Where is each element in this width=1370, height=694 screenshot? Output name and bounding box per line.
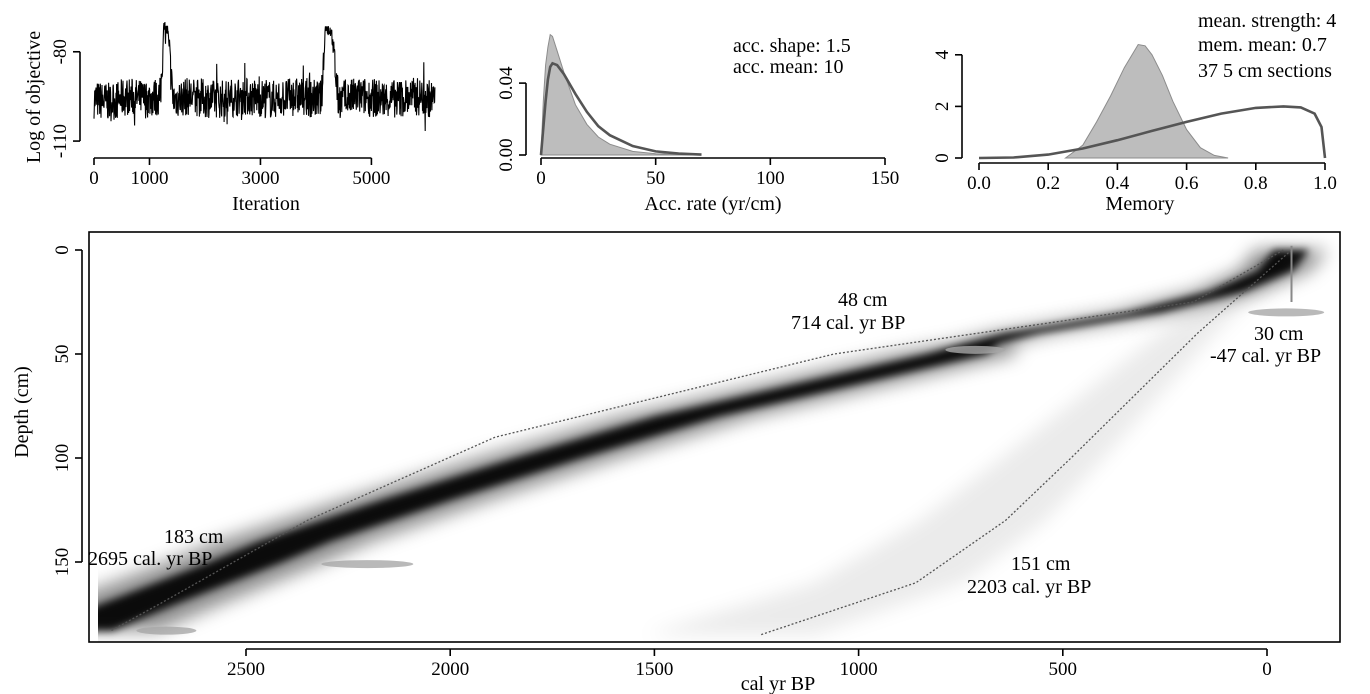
iteration-y-ticks: -80 -110: [50, 39, 81, 158]
memory-mean-annotation: mem. mean: 0.7: [1198, 34, 1327, 56]
acc-rate-x-label: Acc. rate (yr/cm): [644, 193, 781, 215]
mem-y-tick-label: 2: [932, 102, 953, 112]
acc-x-tick-label: 50: [646, 168, 665, 189]
iteration-y-label: Log of objective: [23, 31, 45, 163]
ad-x-tick-label: 2500: [227, 659, 265, 680]
memory-y-ticks: 0 2 4: [932, 50, 963, 163]
date-48-depth-label: 48 cm: [838, 289, 888, 311]
date-30-depth-label: 30 cm: [1254, 323, 1304, 345]
iteration-x-ticks: 0 1000 3000 5000: [89, 157, 390, 189]
ad-x-tick-label: 1500: [635, 659, 673, 680]
ad-plot-frame: [88, 231, 1341, 643]
iter-y-tick-label: -80: [50, 39, 71, 64]
date-151-depth-label: 151 cm: [1011, 553, 1071, 575]
dated-depth-marker: [1248, 308, 1325, 317]
memory-sections-annotation: 37 5 cm sections: [1198, 60, 1332, 82]
ad-y-tick-label: 100: [52, 444, 73, 473]
acc-rate-panel: 0 50 100 150 0.00 0.04 Acc. rate (yr/cm) acc…: [496, 33, 900, 215]
acc-rate-x-ticks: 0 50 100 150: [536, 157, 900, 189]
age-x-ticks: 2500 2000 1500 1000 500 0: [88, 231, 1341, 680]
mem-y-tick-label: 4: [932, 50, 953, 60]
memory-panel: 0.0 0.2 0.4 0.6 0.8 1.0 0 2 4 Memory mean. stre…: [932, 10, 1337, 215]
age-x-label: cal yr BP: [741, 673, 815, 694]
acc-y-tick-label: 0.04: [496, 66, 517, 100]
age-depth-panel: 2500 2000 1500 1000 500 0 0 50 100 150 cal yr BP…: [11, 231, 1341, 694]
acc-rate-prior-line: [539, 61, 702, 156]
acc-x-tick-label: 100: [756, 168, 785, 189]
date-151-age-label: 2203 cal. yr BP: [967, 576, 1091, 598]
age-depth-density-outer: [98, 250, 1328, 631]
mem-x-tick-label: 0.8: [1244, 173, 1268, 194]
date-183-age-label: 2695 cal. yr BP: [88, 548, 212, 570]
acc-shape-annotation: acc. shape: 1.5: [733, 35, 851, 57]
depth-y-ticks: 0 50 100 150: [52, 245, 83, 577]
mem-y-tick-label: 0: [932, 153, 953, 163]
date-30-age-label: -47 cal. yr BP: [1210, 345, 1321, 367]
iteration-x-label: Iteration: [232, 193, 300, 215]
ad-x-tick-label: 500: [1049, 659, 1078, 680]
iteration-trace-panel: 0 1000 3000 5000 -80 -110 Iteration Log of o…: [23, 21, 436, 215]
memory-posterior-area: [1063, 43, 1229, 159]
iteration-trace-line: [93, 21, 436, 132]
depth-y-label: Depth (cm): [11, 366, 33, 458]
acc-x-tick-label: 150: [871, 168, 900, 189]
ad-x-tick-label: 2000: [431, 659, 469, 680]
memory-strength-annotation: mean. strength: 4: [1198, 10, 1336, 32]
acc-y-tick-label: 0.00: [496, 138, 517, 171]
acc-x-tick-label: 0: [536, 168, 546, 189]
mem-x-tick-label: 0.0: [967, 173, 991, 194]
age-range-lower-line: [760, 249, 1292, 636]
ad-x-tick-label: 0: [1262, 659, 1272, 680]
iter-x-tick-label: 3000: [241, 168, 279, 189]
mem-x-tick-label: 0.2: [1036, 173, 1060, 194]
mem-x-tick-label: 0.6: [1175, 173, 1199, 194]
dated-depth-markers: [136, 245, 1325, 635]
mem-x-tick-label: 0.4: [1106, 173, 1130, 194]
memory-x-label: Memory: [1106, 193, 1175, 215]
memory-prior-line: [978, 105, 1327, 160]
iter-x-tick-label: 1000: [130, 168, 168, 189]
iter-y-tick-label: -110: [50, 124, 71, 158]
acc-mean-annotation: acc. mean: 10: [733, 56, 844, 78]
ad-y-tick-label: 0: [52, 245, 73, 255]
acc-rate-y-ticks: 0.00 0.04: [496, 66, 527, 172]
ad-x-tick-label: 1000: [840, 659, 878, 680]
iter-x-tick-label: 0: [89, 168, 99, 189]
dated-depth-marker: [945, 345, 1006, 354]
mem-x-tick-label: 1.0: [1313, 173, 1337, 194]
dated-depth-marker: [321, 560, 414, 569]
ad-y-tick-label: 150: [52, 548, 73, 577]
date-183-depth-label: 183 cm: [164, 526, 224, 548]
date-48-age-label: 714 cal. yr BP: [791, 312, 905, 334]
ad-y-tick-label: 50: [52, 345, 73, 364]
acc-rate-posterior-area: [540, 33, 702, 156]
iter-x-tick-label: 5000: [352, 168, 390, 189]
memory-x-ticks: 0.0 0.2 0.4 0.6 0.8 1.0: [967, 162, 1337, 194]
dated-depth-marker: [136, 626, 197, 635]
age-depth-density-secondary: [646, 250, 1300, 635]
